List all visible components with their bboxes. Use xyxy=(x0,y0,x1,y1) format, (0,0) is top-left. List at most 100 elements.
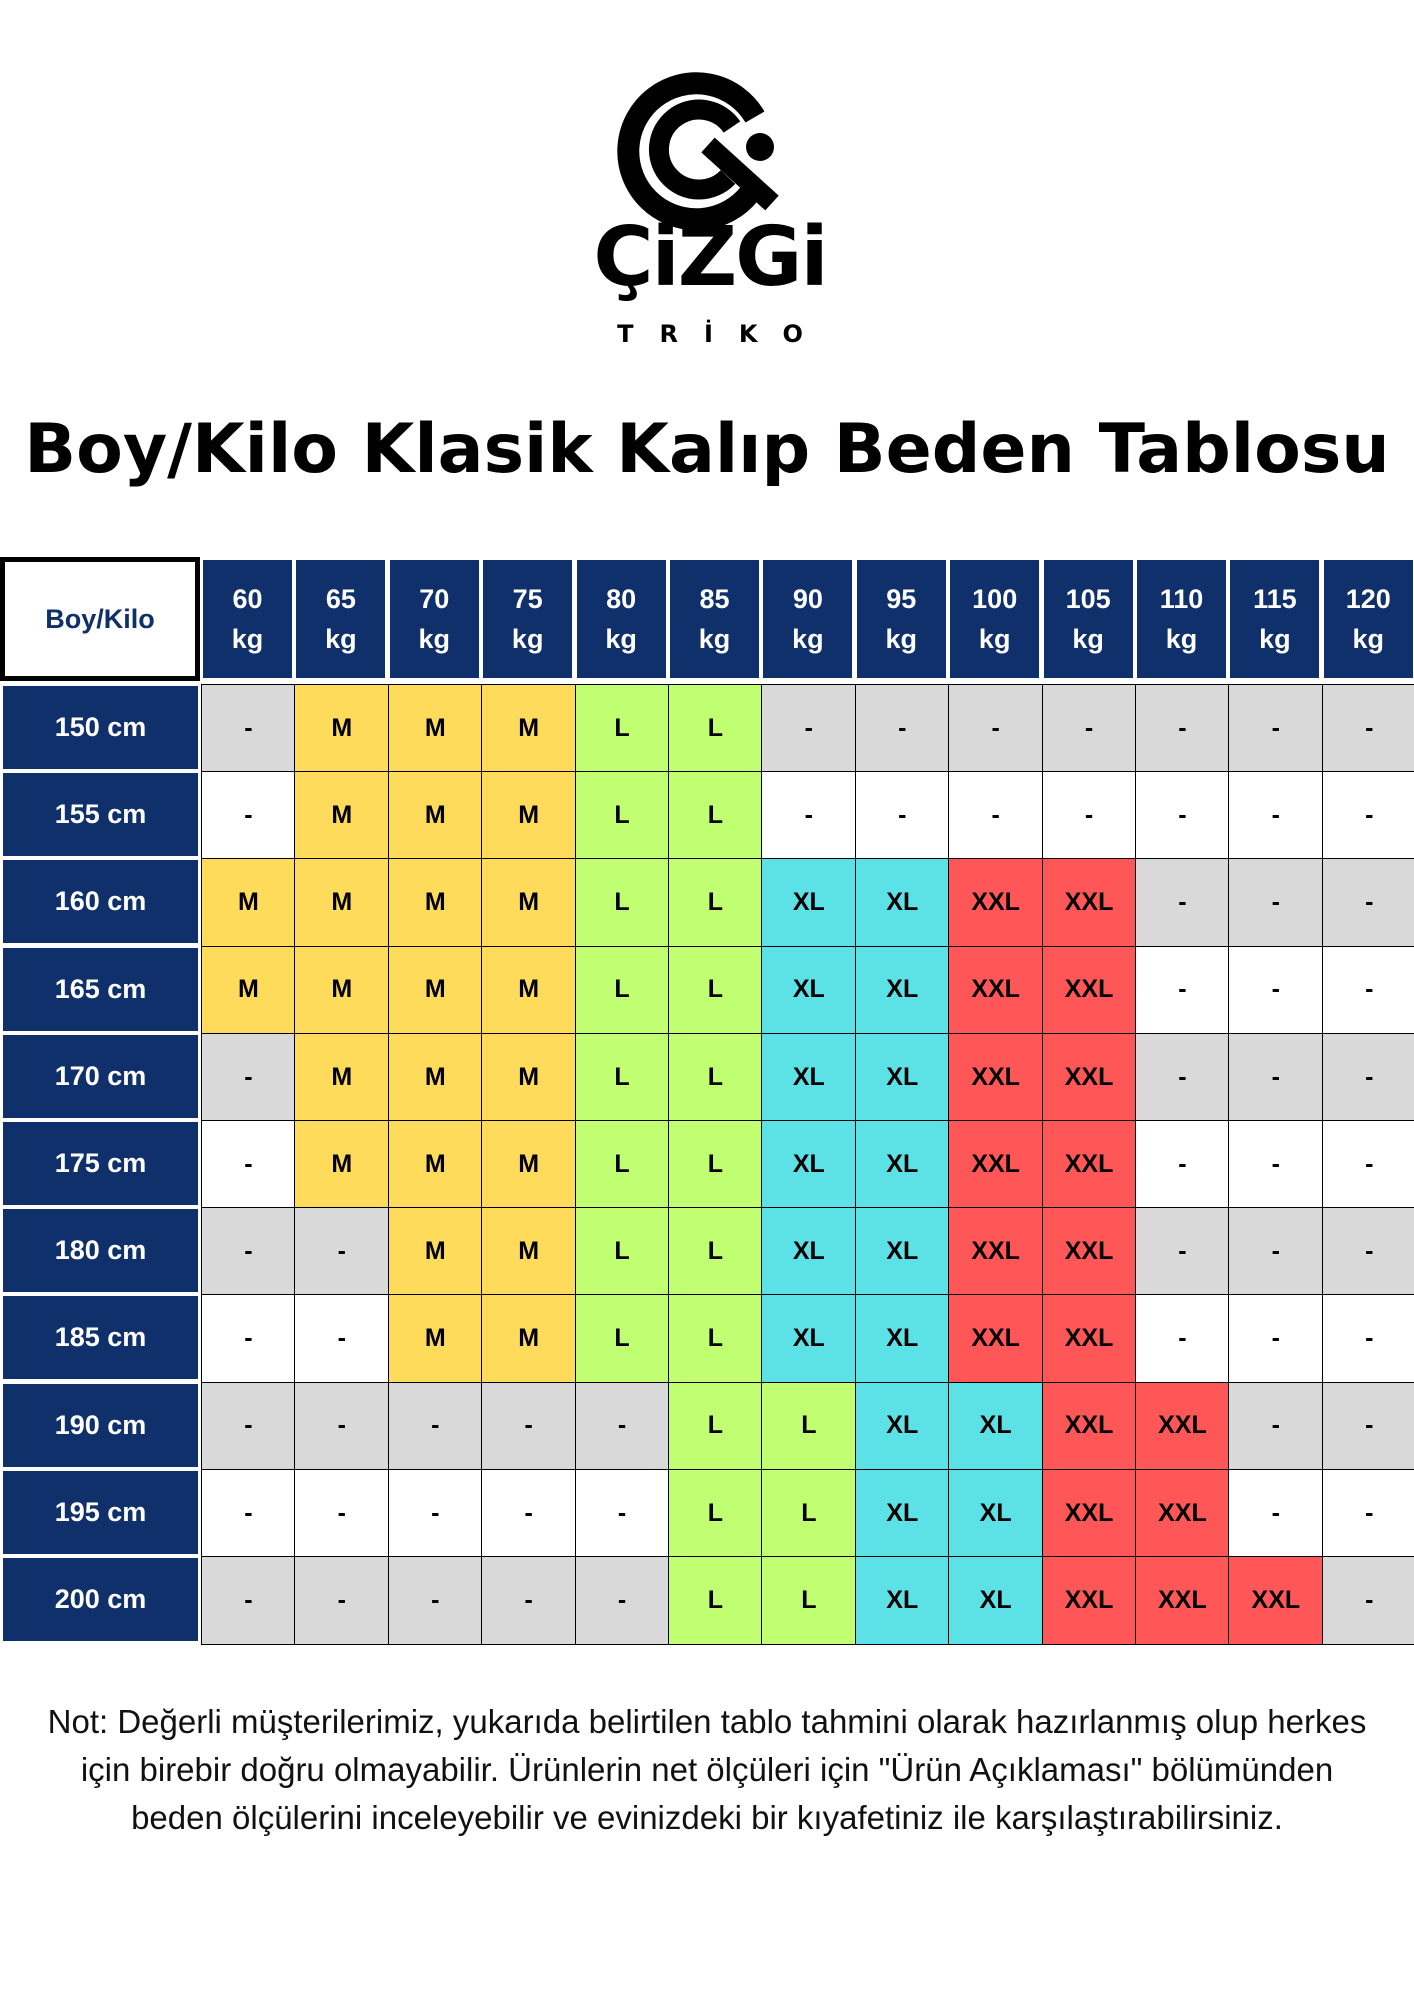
size-cell: L xyxy=(668,1381,763,1471)
column-header: 80 kg xyxy=(576,560,666,678)
size-cell: L xyxy=(668,771,763,860)
size-cell: - xyxy=(1228,771,1324,860)
size-cell: - xyxy=(201,1120,296,1209)
size-cell: - xyxy=(1135,771,1230,860)
size-cell: - xyxy=(1135,1294,1230,1384)
column-weight: 85 xyxy=(699,584,730,614)
size-cell: XL xyxy=(854,1381,950,1471)
size-cell: XXL xyxy=(948,1207,1044,1296)
size-cell: XXL xyxy=(948,1120,1044,1209)
size-cell: - xyxy=(1321,945,1414,1035)
column-unit: kg xyxy=(1072,624,1104,654)
column-weight: 80 xyxy=(606,584,637,614)
row-header: 200 cm xyxy=(3,1558,198,1641)
size-cell: - xyxy=(1135,945,1230,1035)
size-cell: L xyxy=(761,1468,857,1558)
size-cell: L xyxy=(668,1032,763,1122)
column-unit: kg xyxy=(325,624,357,654)
size-cell: - xyxy=(574,1468,670,1558)
size-cell: M xyxy=(387,1207,483,1296)
size-cell: - xyxy=(1321,1468,1414,1558)
size-cell: XXL xyxy=(1041,1556,1137,1645)
column-weight: 75 xyxy=(512,584,543,614)
size-cell: XL xyxy=(761,1032,857,1122)
column-unit: kg xyxy=(1165,624,1198,654)
column-weight: 115 xyxy=(1253,584,1297,614)
size-cell: - xyxy=(574,1556,670,1645)
size-cell: - xyxy=(294,1381,390,1471)
size-cell: M xyxy=(387,684,483,773)
size-cell: L xyxy=(668,684,763,773)
size-cell: M xyxy=(294,684,390,773)
size-cell: - xyxy=(201,1207,296,1296)
row-header: 190 cm xyxy=(3,1383,198,1467)
corner-header: Boy/Kilo xyxy=(0,557,200,681)
logo-subtitle: TRİKO xyxy=(617,320,829,348)
column-header: 60 kg xyxy=(203,560,292,678)
size-cell: - xyxy=(201,771,296,860)
size-cell: XXL xyxy=(948,858,1044,948)
size-cell: M xyxy=(294,858,390,948)
column-header: 110 kg xyxy=(1137,560,1226,678)
size-cell: - xyxy=(1041,771,1137,860)
size-cell: XXL xyxy=(1041,1207,1137,1296)
size-cell: XL xyxy=(854,1294,950,1384)
size-cell: - xyxy=(574,1381,670,1471)
disclaimer-note: Not: Değerli müşterilerimiz, yukarıda be… xyxy=(47,1703,1367,1836)
column-header: 75 kg xyxy=(483,560,573,678)
size-cell: XL xyxy=(761,1207,857,1296)
size-cell: - xyxy=(481,1556,577,1645)
size-cell: L xyxy=(574,945,670,1035)
column-weight: 120 xyxy=(1345,584,1391,614)
column-header: 95 kg xyxy=(856,560,946,678)
size-cell: - xyxy=(387,1468,483,1558)
column-header: 90 kg xyxy=(763,560,853,678)
size-cell: XL xyxy=(854,945,950,1035)
size-cell: - xyxy=(1321,858,1414,948)
size-cell: L xyxy=(761,1556,857,1645)
logo-wordmark: ÇiZGi xyxy=(593,210,828,305)
size-cell: - xyxy=(481,1381,577,1471)
size-cell: - xyxy=(1321,1556,1414,1645)
size-cell: M xyxy=(481,1207,577,1296)
size-cell: - xyxy=(1228,1381,1324,1471)
size-cell: - xyxy=(1228,684,1324,773)
size-cell: M xyxy=(387,1294,483,1384)
size-cell: - xyxy=(1321,684,1414,773)
row-header: 185 cm xyxy=(3,1296,198,1380)
size-cell: - xyxy=(1321,771,1414,860)
size-cell: M xyxy=(294,1032,390,1122)
row-header: 160 cm xyxy=(3,860,198,944)
column-unit: kg xyxy=(978,624,1011,654)
size-cell: - xyxy=(1228,1468,1324,1558)
size-cell: - xyxy=(294,1207,390,1296)
column-weight: 105 xyxy=(1065,584,1111,614)
size-cell: - xyxy=(1228,1294,1324,1384)
size-cell: XXL xyxy=(1041,858,1137,948)
column-unit: kg xyxy=(231,624,264,654)
size-cell: XXL xyxy=(1041,1381,1137,1471)
column-header: 100 kg xyxy=(950,560,1040,678)
size-cell: M xyxy=(294,771,390,860)
size-cell: - xyxy=(1135,1207,1230,1296)
column-weight: 60 xyxy=(232,584,263,614)
size-cell: - xyxy=(201,1381,296,1471)
size-cell: L xyxy=(761,1381,857,1471)
size-cell: XL xyxy=(854,1120,950,1209)
size-cell: M xyxy=(481,858,577,948)
size-cell: L xyxy=(574,684,670,773)
column-unit: kg xyxy=(1259,624,1291,654)
size-cell: L xyxy=(668,1294,763,1384)
size-cell: - xyxy=(1135,684,1230,773)
size-cell: - xyxy=(201,1468,296,1558)
size-cell: XXL xyxy=(1041,1032,1137,1122)
size-cell: - xyxy=(1135,1032,1230,1122)
size-cell: M xyxy=(387,858,483,948)
size-cell: L xyxy=(574,771,670,860)
size-cell: M xyxy=(294,945,390,1035)
size-cell: - xyxy=(1321,1381,1414,1471)
size-cell: - xyxy=(387,1556,483,1645)
column-weight: 100 xyxy=(972,584,1018,614)
size-cell: XL xyxy=(854,1032,950,1122)
column-weight: 90 xyxy=(792,584,823,614)
